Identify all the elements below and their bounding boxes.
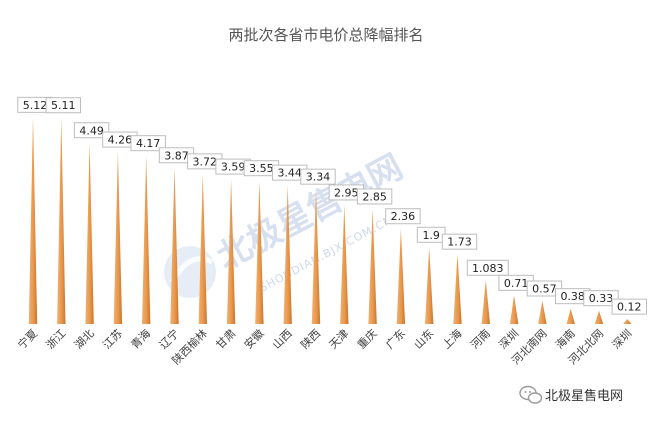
bar xyxy=(283,185,292,324)
bar xyxy=(425,247,434,324)
data-label: 2.36 xyxy=(385,208,421,225)
footer-brand: 北极星售电网 xyxy=(519,385,623,404)
data-label-text: 2.95 xyxy=(334,186,359,199)
category-label: 青海 xyxy=(128,326,153,351)
category-label: 深圳 xyxy=(496,327,521,352)
bar xyxy=(113,152,123,324)
data-label-text: 3.59 xyxy=(221,161,246,174)
category-label: 宁夏 xyxy=(15,326,40,351)
category-label: 山东 xyxy=(412,327,437,352)
footer-brand-text: 北极星售电网 xyxy=(545,388,623,404)
bar xyxy=(594,310,604,324)
data-label-text: 4.26 xyxy=(108,134,133,147)
bar xyxy=(85,142,94,324)
data-label-text: 3.34 xyxy=(306,171,331,184)
data-label-text: 0.38 xyxy=(560,290,585,303)
data-label-text: 0.12 xyxy=(617,301,642,314)
category-label: 河南 xyxy=(468,327,493,352)
data-label: 4.17 xyxy=(130,135,166,152)
data-label: 0.71 xyxy=(498,274,534,291)
data-label-text: 2.36 xyxy=(391,210,416,223)
data-label: 1.083 xyxy=(466,259,509,276)
category-label: 山西 xyxy=(270,327,295,352)
category-label: 甘肃 xyxy=(213,327,238,352)
category-label: 广东 xyxy=(383,327,408,352)
data-label: 3.72 xyxy=(187,153,223,170)
data-label-text: 3.72 xyxy=(193,155,218,168)
bar xyxy=(623,319,632,324)
data-label: 0.33 xyxy=(583,290,619,307)
data-label: 3.44 xyxy=(272,164,308,181)
bar xyxy=(311,189,321,324)
data-label: 2.85 xyxy=(356,188,393,205)
data-label-box xyxy=(385,208,421,225)
category-label: 海南 xyxy=(552,326,577,351)
data-label-text: 5.12 xyxy=(23,99,48,112)
data-label: 0.38 xyxy=(555,288,591,305)
data-label-box xyxy=(441,233,478,250)
bar xyxy=(481,280,490,324)
data-label-text: 2.85 xyxy=(362,190,387,203)
bar xyxy=(453,254,462,324)
bar xyxy=(226,179,236,324)
category-label: 安徽 xyxy=(241,326,266,351)
data-label-box xyxy=(130,135,166,152)
bar xyxy=(142,155,151,324)
chart-title: 两批次各省市电价总降幅排名 xyxy=(228,26,423,44)
bar xyxy=(255,180,264,324)
data-label-text: 3.55 xyxy=(249,162,274,175)
data-label-box xyxy=(356,188,393,205)
data-label-box xyxy=(466,259,509,276)
category-label: 深圳 xyxy=(610,327,635,352)
bar xyxy=(170,167,179,324)
bar xyxy=(396,228,406,324)
bar xyxy=(340,204,349,324)
bar xyxy=(57,117,66,324)
bar-series xyxy=(28,117,632,324)
data-label-text: 0.33 xyxy=(589,292,614,305)
wechat-icon xyxy=(519,385,543,404)
category-label: 辽宁 xyxy=(156,326,181,351)
data-label-box xyxy=(583,290,619,307)
data-label: 4.49 xyxy=(73,122,110,139)
bar xyxy=(566,308,575,324)
bar xyxy=(509,295,519,324)
data-label-box xyxy=(73,122,110,139)
category-label: 浙江 xyxy=(44,327,69,352)
data-label: 3.59 xyxy=(215,158,251,175)
data-label-box xyxy=(611,298,647,315)
bar xyxy=(28,117,38,324)
data-label-text: 3.44 xyxy=(277,167,302,180)
category-label: 上海 xyxy=(439,326,464,351)
data-label-text: 1.083 xyxy=(472,262,504,275)
data-label-text: 0.57 xyxy=(532,282,557,295)
data-label-text: 5.11 xyxy=(51,99,76,112)
data-label: 1.9 xyxy=(416,226,446,243)
data-label: 5.11 xyxy=(45,97,81,114)
data-label-text: 4.17 xyxy=(136,137,161,150)
value-labels: 5.12 5.114.49 4.26 4.173.87 3.72 3.59 3.55 3.44… xyxy=(17,96,647,315)
bar xyxy=(538,300,547,324)
category-label: 江苏 xyxy=(100,327,125,352)
data-label-text: 1.73 xyxy=(447,236,472,249)
data-label-box xyxy=(45,97,81,114)
bar xyxy=(368,208,377,324)
category-label: 重庆 xyxy=(354,326,379,351)
category-label: 湖北 xyxy=(72,327,97,352)
category-label: 陕西 xyxy=(298,326,323,351)
data-label: 1.73 xyxy=(441,233,478,250)
category-label: 天津 xyxy=(327,327,352,352)
data-label-box xyxy=(300,168,336,185)
data-label-text: 4.49 xyxy=(79,124,104,137)
data-label: 3.34 xyxy=(300,168,336,185)
data-label-text: 3.87 xyxy=(164,149,189,162)
data-label-text: 1.9 xyxy=(422,229,440,242)
data-label: 0.57 xyxy=(526,280,563,297)
data-label: 5.12 xyxy=(17,96,53,113)
bar xyxy=(198,173,207,324)
data-label-text: 0.71 xyxy=(504,277,529,290)
data-label: 0.12 xyxy=(611,298,647,315)
